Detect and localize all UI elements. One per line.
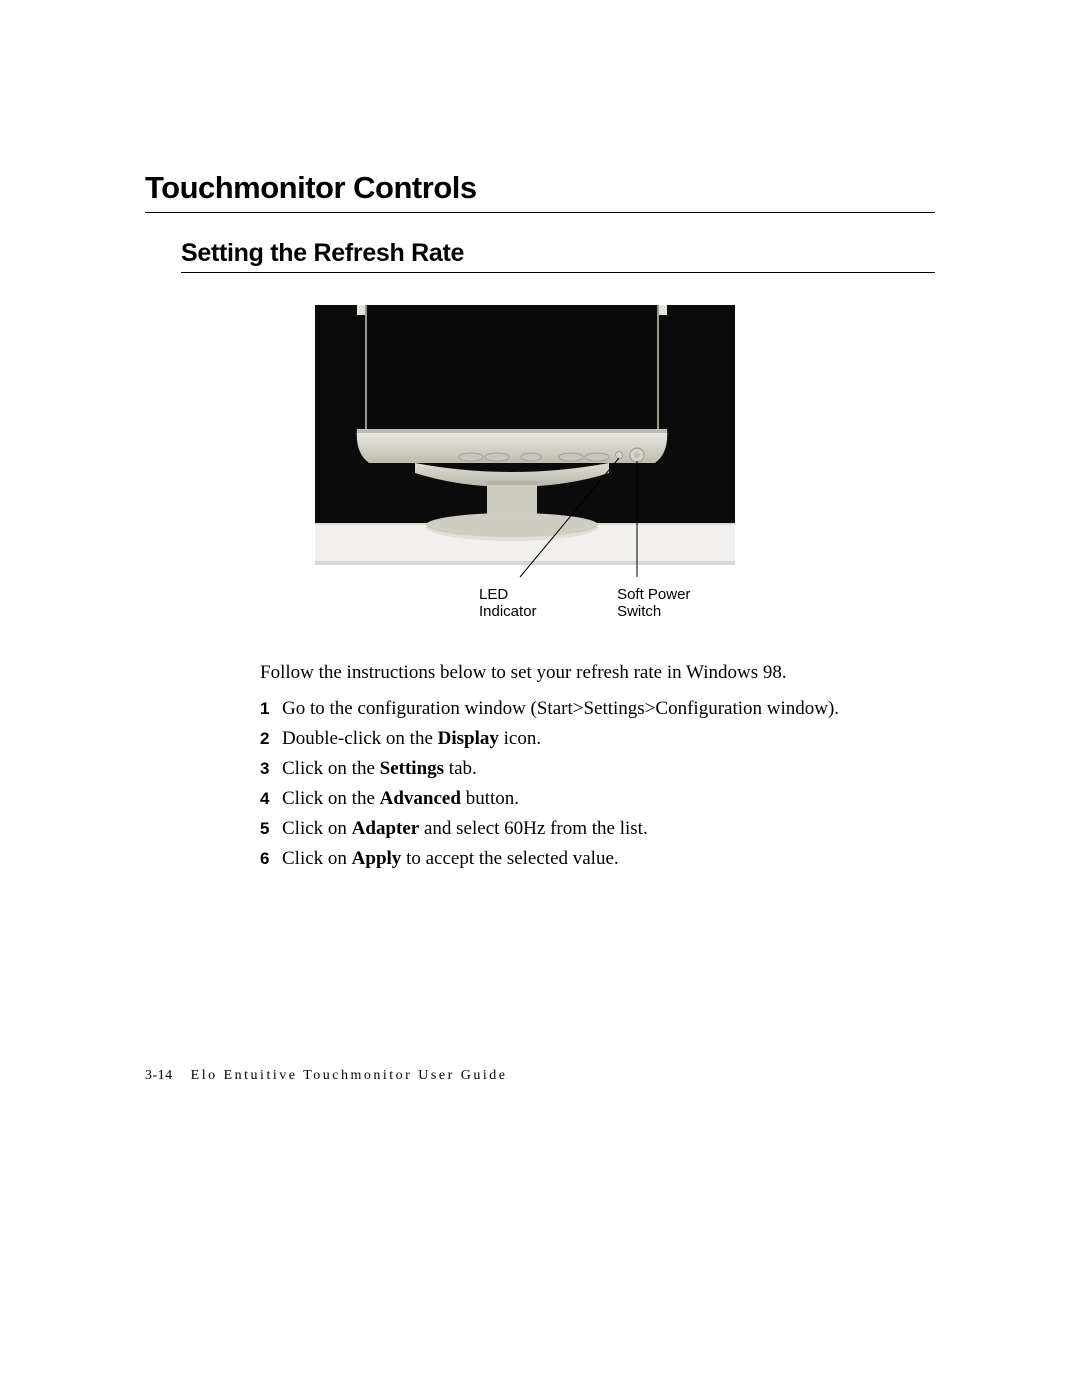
step-text: Click on Apply to accept the selected va… (282, 844, 935, 874)
body-text: Follow the instructions below to set you… (260, 658, 935, 874)
step-text: Go to the configuration window (Start>Se… (282, 694, 935, 724)
instruction-list: 1Go to the configuration window (Start>S… (260, 694, 935, 874)
page-title: Touchmonitor Controls (145, 170, 935, 213)
step-number: 6 (260, 844, 282, 874)
step-number: 1 (260, 694, 282, 724)
instruction-step: 6Click on Apply to accept the selected v… (260, 844, 935, 874)
step-number: 3 (260, 754, 282, 784)
footer-page-number: 3-14 (145, 1068, 173, 1083)
instruction-step: 1Go to the configuration window (Start>S… (260, 694, 935, 724)
intro-paragraph: Follow the instructions below to set you… (260, 658, 935, 688)
instruction-step: 3Click on the Settings tab. (260, 754, 935, 784)
step-text: Click on the Settings tab. (282, 754, 935, 784)
label-led-indicator: LED Indicator (479, 586, 567, 620)
figure-labels: LED Indicator Soft Power Switch (315, 586, 735, 620)
document-page: Touchmonitor Controls Setting the Refres… (145, 170, 935, 874)
section-heading: Setting the Refresh Rate (181, 239, 935, 268)
step-text: Double-click on the Display icon. (282, 724, 935, 754)
label-soft-power-switch: Soft Power Switch (617, 586, 735, 620)
page-footer: 3-14 Elo Entuitive Touchmonitor User Gui… (145, 1068, 507, 1084)
instruction-step: 5Click on Adapter and select 60Hz from t… (260, 814, 935, 844)
instruction-step: 2Double-click on the Display icon. (260, 724, 935, 754)
monitor-figure: LED Indicator Soft Power Switch (315, 305, 735, 620)
instruction-step: 4Click on the Advanced button. (260, 784, 935, 814)
monitor-illustration (315, 305, 735, 580)
step-number: 4 (260, 784, 282, 814)
footer-guide-title: Elo Entuitive Touchmonitor User Guide (191, 1068, 508, 1083)
step-number: 2 (260, 724, 282, 754)
step-number: 5 (260, 814, 282, 844)
step-text: Click on the Advanced button. (282, 784, 935, 814)
step-text: Click on Adapter and select 60Hz from th… (282, 814, 935, 844)
section-heading-rule: Setting the Refresh Rate (181, 239, 935, 273)
